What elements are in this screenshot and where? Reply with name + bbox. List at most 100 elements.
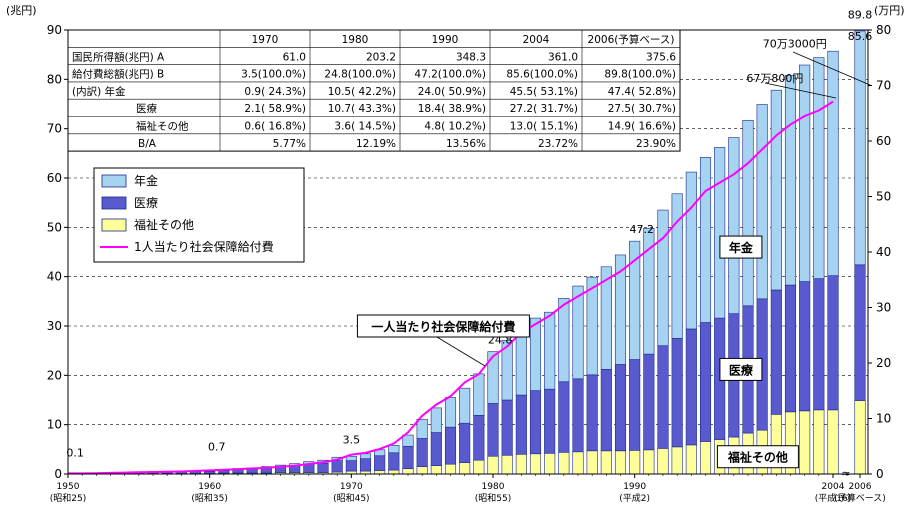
x-axis-tick-label: 1950 (57, 482, 80, 492)
bar-segment (247, 469, 258, 473)
x-axis-tick-sublabel: (昭和55) (475, 493, 511, 504)
bar-segment (474, 374, 485, 415)
table-cell: 10.7( 43.3%) (328, 103, 396, 115)
table-row-label: 給付費総額(兆円) B (72, 68, 164, 81)
bar-segment (474, 415, 485, 460)
table-cell: 14.9( 16.6%) (608, 121, 676, 133)
table-cell: 24.0( 50.9%) (418, 86, 486, 98)
bar-segment (828, 410, 839, 474)
bar-segment (785, 75, 796, 285)
bar-segment (360, 454, 371, 459)
table-header-cell: 2006(予算ベース) (588, 33, 675, 46)
x-axis-tick-sublabel: (昭和45) (333, 493, 369, 504)
right-axis-unit: (万円) (874, 4, 905, 17)
bar-segment (516, 395, 527, 454)
table-cell: 4.8( 10.2%) (424, 121, 486, 133)
bar-segment (629, 450, 640, 474)
axis-break-mark: ≈ (841, 467, 850, 480)
left-axis-tick-label: 30 (47, 319, 62, 333)
bar-segment (587, 375, 598, 451)
bar-segment (544, 453, 555, 474)
right-axis-tick-label: 20 (876, 356, 891, 370)
right-axis-tick-label: 70 (876, 79, 891, 93)
bar-segment (700, 441, 711, 474)
bar-segment (629, 241, 640, 359)
bar-segment (417, 438, 428, 466)
table-cell: 5.77% (273, 138, 306, 150)
right-axis-tick-label: 30 (876, 301, 891, 315)
bar-segment (374, 471, 385, 474)
table-cell: 2.1( 58.9%) (244, 103, 306, 115)
data-label: 89.8 (848, 9, 873, 22)
bar-segment (431, 466, 442, 474)
legend-label: 医療 (134, 196, 158, 210)
left-axis-tick-label: 40 (47, 270, 62, 284)
table-cell: 23.72% (538, 138, 578, 150)
left-axis-tick-label: 60 (47, 171, 62, 185)
x-axis-tick-label: 1970 (340, 482, 363, 492)
bar-segment (828, 276, 839, 410)
bar-segment (502, 455, 512, 474)
table-cell: 3.5(100.0%) (241, 69, 306, 81)
left-axis-tick-label: 50 (47, 220, 62, 234)
bar-segment (389, 453, 400, 470)
bar-segment (658, 210, 669, 346)
bar-segment (389, 470, 400, 474)
legend-label: 年金 (134, 173, 158, 188)
bar-segment (601, 451, 612, 474)
bar-segment (573, 379, 584, 452)
table-cell: 203.2 (366, 51, 396, 63)
bar-segment (615, 364, 626, 450)
table-cell: 12.19% (356, 138, 396, 150)
table-cell: 361.0 (548, 51, 578, 63)
left-axis-tick-label: 90 (47, 23, 62, 37)
bar-segment (530, 391, 541, 454)
bar-segment (530, 318, 541, 391)
x-axis-tick-sublabel: (平成2) (619, 492, 650, 504)
table-header-cell: 1980 (342, 34, 369, 46)
bar-segment (714, 147, 725, 318)
left-axis-unit: (兆円) (6, 4, 37, 17)
table-cell: 47.4( 52.8%) (608, 86, 676, 98)
bar-segment (417, 467, 428, 474)
bar-segment (459, 423, 470, 462)
bar-segment (573, 286, 584, 379)
bar-segment (672, 447, 683, 474)
callout-label: 年金 (729, 240, 754, 255)
bar-segment (459, 463, 470, 474)
table-header-cell: 1970 (252, 34, 279, 46)
bar-segment (672, 338, 683, 447)
x-axis-tick-sublabel: (昭和25) (50, 493, 86, 504)
right-axis-tick-label: 10 (876, 412, 891, 426)
table-cell: 18.4( 38.9%) (418, 103, 486, 115)
bar-segment (559, 452, 570, 474)
table-cell: 0.6( 16.8%) (244, 121, 306, 133)
bar-segment (318, 463, 329, 472)
bar-segment (587, 277, 598, 375)
bar-segment (757, 104, 768, 298)
table-row-label: B/A (138, 138, 157, 150)
bar-segment (530, 454, 541, 474)
bar-segment (445, 427, 456, 464)
left-axis-tick-label: 10 (47, 418, 62, 432)
bar-segment (417, 419, 428, 438)
bar-segment (615, 451, 626, 474)
table-header-cell: 2004 (523, 34, 550, 46)
table-cell: 24.8(100.0%) (324, 69, 396, 81)
bar-segment (771, 290, 782, 414)
table-cell: 13.56% (446, 138, 486, 150)
right-axis-tick-label: 50 (876, 190, 891, 204)
x-axis-tick-label: 2004 (822, 482, 845, 492)
table-cell: 27.2( 31.7%) (510, 103, 578, 115)
bar-segment (488, 403, 499, 456)
bar-segment (488, 456, 499, 474)
bar-segment (502, 400, 512, 455)
data-label: 3.5 (343, 433, 361, 446)
x-axis-tick-sublabel: (予算ベース) (834, 492, 886, 504)
x-axis-tick-label: 1990 (623, 482, 646, 492)
bar-segment (431, 408, 442, 433)
table-cell: 10.5( 42.2%) (328, 86, 396, 98)
